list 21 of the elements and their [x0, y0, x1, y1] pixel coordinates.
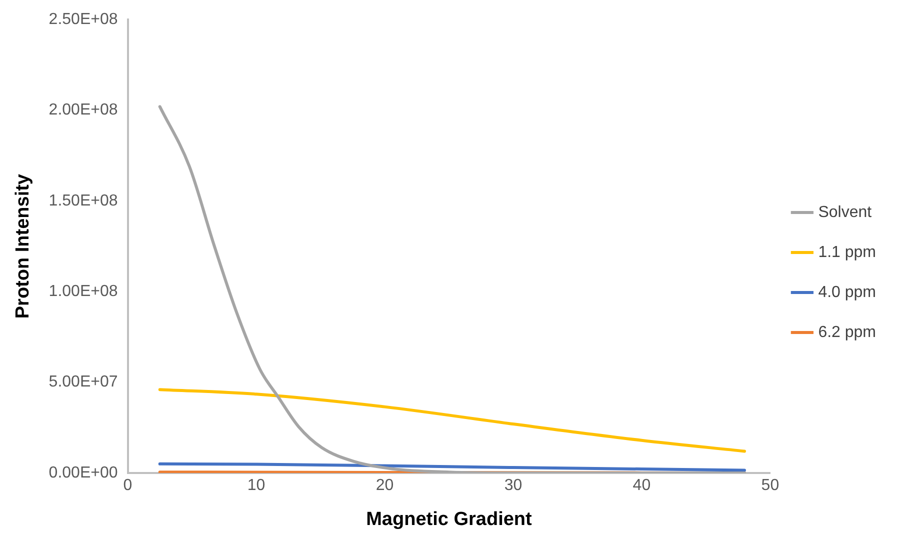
legend-label: 6.2 ppm [818, 324, 876, 341]
x-tick-label: 20 [376, 477, 394, 494]
x-tick-label: 40 [632, 477, 651, 494]
line-series [158, 105, 746, 473]
y-tick-label: 2.50E+08 [48, 11, 118, 28]
y-axis-title: Proton Intensity [12, 174, 34, 319]
y-tick-label: 1.00E+08 [48, 283, 118, 300]
x-tick-label: 10 [247, 477, 266, 494]
line-series [158, 388, 746, 453]
y-tick-label: 1.50E+08 [48, 192, 118, 210]
legend-label: 4.0 ppm [818, 284, 876, 301]
y-tick-label: 0.00E+00 [48, 464, 118, 482]
x-tick-label: 0 [123, 477, 132, 494]
x-tick-label: 50 [761, 477, 780, 494]
y-tick-label: 2.00E+08 [48, 102, 118, 119]
legend-label: 1.1 ppm [818, 244, 876, 261]
line-series [158, 462, 746, 472]
legend-label: Solvent [818, 204, 872, 221]
y-tick-label: 5.00E+07 [48, 374, 118, 391]
x-axis-title: Magnetic Gradient [366, 508, 533, 530]
x-tick-label: 30 [504, 477, 522, 494]
